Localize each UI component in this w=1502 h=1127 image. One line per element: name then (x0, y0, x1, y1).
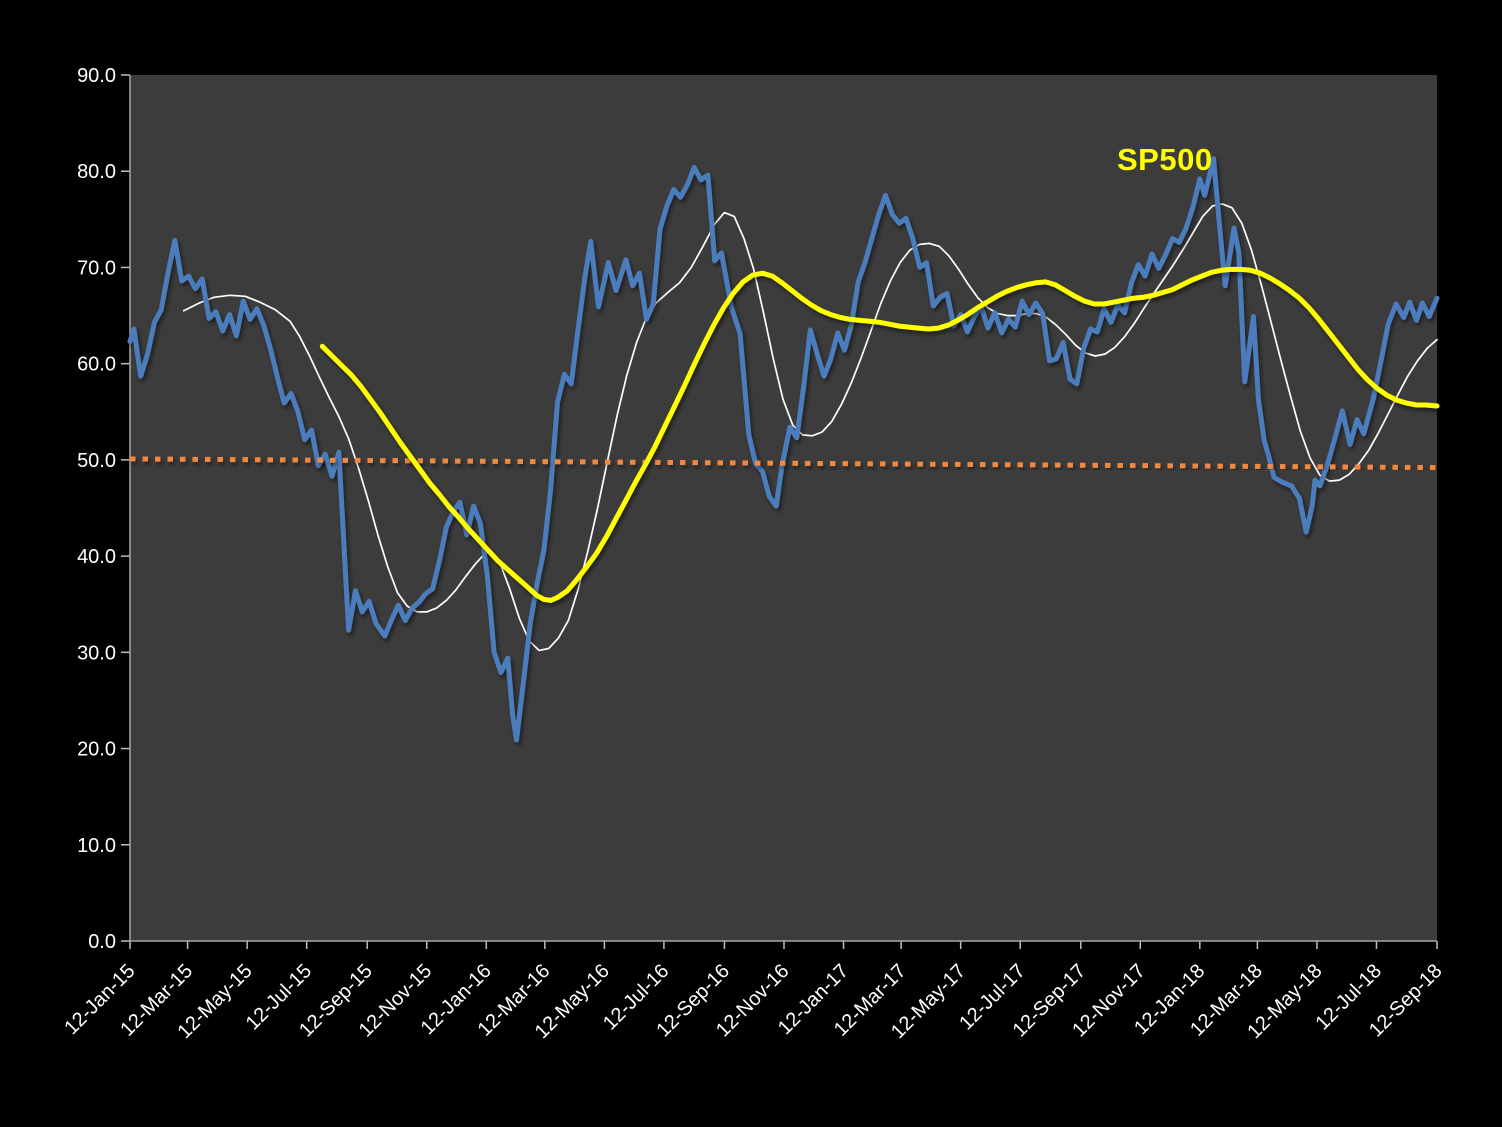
y-tick-label: 50.0 (77, 450, 116, 472)
y-tick-label: 70.0 (77, 257, 116, 279)
y-tick-label: 0.0 (88, 931, 116, 953)
y-tick-label: 30.0 (77, 642, 116, 664)
breadth-blue-line (127, 156, 1440, 743)
plot-area (130, 75, 1437, 941)
y-tick-label: 90.0 (77, 65, 116, 87)
y-tick-label: 20.0 (77, 739, 116, 761)
y-tick-label: 60.0 (77, 354, 116, 376)
smoothed-white-line (182, 203, 1438, 652)
y-tick-label: 10.0 (77, 835, 116, 857)
y-tick-label: 80.0 (77, 161, 116, 183)
y-tick-label: 40.0 (77, 546, 116, 568)
trend-orange-line (129, 456, 1438, 471)
sp500-series-label: SP500 (1117, 142, 1213, 177)
sp500-yellow-line (319, 266, 1440, 603)
